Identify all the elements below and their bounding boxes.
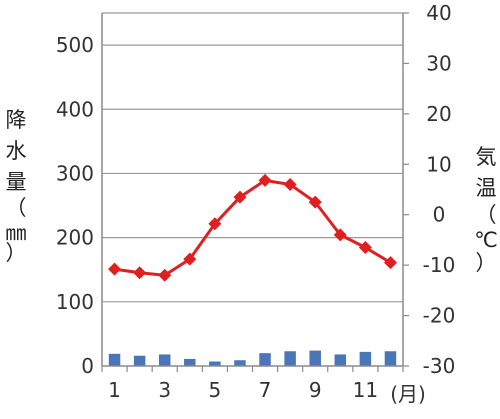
left-axis-title-char: 水 [6, 139, 27, 163]
temperature-point [258, 173, 272, 187]
right-axis-title-char: 温 [476, 176, 497, 200]
precipitation-bar [209, 361, 221, 366]
x-tick-label: 5 [209, 378, 222, 402]
right-axis-title-char: ） [476, 251, 497, 275]
right-tick-label: 10 [426, 152, 451, 176]
precipitation-bar [259, 353, 271, 366]
temperature-point [283, 177, 297, 191]
right-tick-label: -30 [423, 354, 456, 378]
right-tick-label: 40 [426, 1, 451, 25]
left-axis-title-char: ） [6, 241, 27, 265]
right-tick-label: 20 [426, 102, 451, 126]
left-tick-label: 500 [56, 33, 94, 57]
right-axis-title-char: ℃ [474, 228, 498, 252]
left-axis-title-char: （ [6, 196, 27, 220]
right-axis-title-char: （ [476, 203, 497, 227]
precipitation-bar [108, 353, 121, 366]
temperature-point [183, 252, 197, 266]
temperature-point [358, 240, 372, 254]
precipitation-bar [334, 354, 347, 366]
x-tick-label: 3 [158, 378, 171, 402]
left-axis-title-char: 量 [6, 170, 27, 194]
precipitation-bar [359, 351, 372, 366]
gridlines [102, 12, 403, 303]
left-axis-title-char: ㎜ [6, 221, 27, 245]
temperature-point [333, 228, 347, 242]
precipitation-bar [133, 355, 146, 366]
x-tick-label: 11 [353, 378, 378, 402]
temperature-line [108, 173, 397, 282]
left-tick-label: 100 [56, 290, 94, 314]
temperature-point [133, 266, 147, 280]
precipitation-bar [158, 354, 171, 366]
temperature-point [158, 268, 172, 282]
left-axis-title-char: 降 [6, 108, 27, 132]
left-tick-label: 300 [56, 161, 94, 185]
x-tick-label: 7 [259, 378, 272, 402]
precipitation-bars [108, 350, 397, 366]
x-tick-label: 1 [108, 378, 121, 402]
precipitation-bar [284, 351, 296, 366]
x-unit-label: (月) [390, 382, 426, 406]
right-tick-label: 0 [433, 203, 446, 227]
temperature-polyline [114, 178, 392, 277]
precipitation-bar [234, 360, 246, 366]
right-tick-label: -10 [423, 253, 456, 277]
left-tick-label: 400 [56, 97, 94, 121]
precipitation-bar [184, 358, 196, 366]
temperature-point [383, 256, 397, 270]
right-axis-title-char: 気 [476, 145, 497, 169]
left-tick-label: 0 [81, 354, 94, 378]
temperature-point [208, 217, 222, 231]
left-tick-label: 200 [56, 226, 94, 250]
precipitation-bar [384, 351, 397, 366]
right-tick-label: 30 [426, 51, 451, 75]
temperature-point [233, 190, 247, 204]
temperature-point [308, 195, 322, 209]
precipitation-bar [309, 350, 321, 366]
axes [101, 12, 409, 372]
right-tick-label: -20 [423, 304, 456, 328]
x-tick-label: 9 [309, 378, 322, 402]
temperature-point [108, 262, 122, 276]
